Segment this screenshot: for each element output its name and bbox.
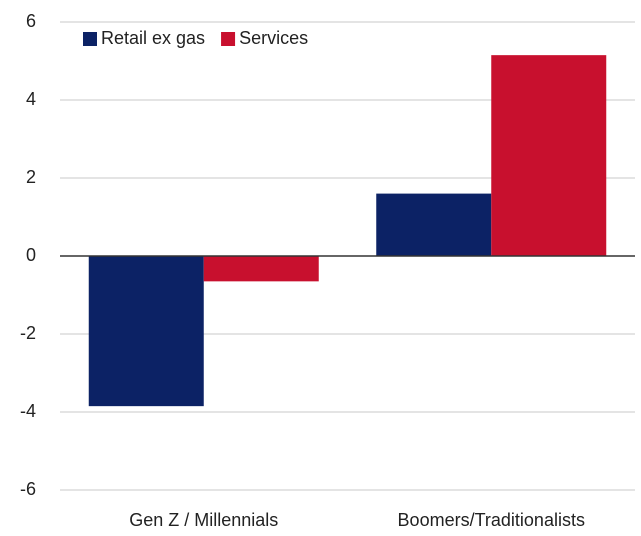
- y-tick-label: -6: [20, 479, 36, 499]
- y-tick-label: -4: [20, 401, 36, 421]
- y-tick-label: 2: [26, 167, 36, 187]
- x-tick-label: Boomers/Traditionalists: [398, 510, 585, 530]
- y-tick-label: 6: [26, 11, 36, 31]
- y-tick-label: -2: [20, 323, 36, 343]
- bar: [491, 55, 607, 257]
- legend-label: Retail ex gas: [101, 28, 205, 48]
- legend-swatch: [83, 32, 97, 46]
- legend-label: Services: [239, 28, 308, 48]
- bar: [203, 256, 319, 282]
- x-tick-label: Gen Z / Millennials: [129, 510, 278, 530]
- legend-swatch: [221, 32, 236, 46]
- y-tick-label: 0: [26, 245, 36, 265]
- y-tick-label: 4: [26, 89, 36, 109]
- bar: [376, 193, 492, 256]
- bar: [88, 256, 204, 407]
